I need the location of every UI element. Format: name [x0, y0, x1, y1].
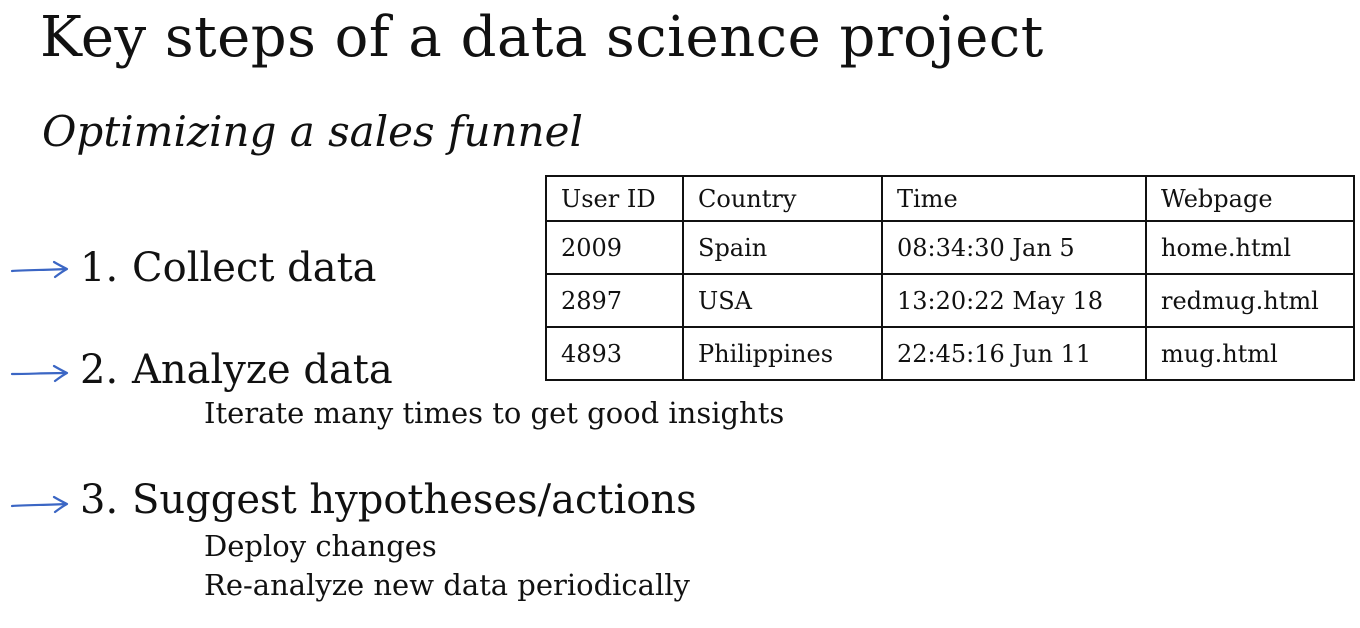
slide-title: Key steps of a data science project: [40, 5, 1044, 70]
table-cell: 4893: [545, 326, 684, 381]
step-subitem: Deploy changes: [204, 529, 437, 563]
column-header-user-id: User ID: [545, 175, 684, 222]
column-header-country: Country: [682, 175, 883, 222]
table-cell: 13:20:22 May 18: [881, 273, 1147, 328]
table-cell: USA: [682, 273, 883, 328]
step-number: 3.: [80, 477, 119, 523]
table-cell: 22:45:16 Jun 11: [881, 326, 1147, 381]
table-cell: 08:34:30 Jan 5: [881, 220, 1147, 275]
slide-subtitle: Optimizing a sales funnel: [42, 107, 583, 156]
step-label: Suggest hypotheses/actions: [132, 477, 697, 523]
table-row: 2897 USA 13:20:22 May 18 redmug.html: [545, 273, 1355, 328]
step-label: Analyze data: [132, 347, 393, 393]
column-header-webpage: Webpage: [1145, 175, 1355, 222]
table-row: 2009 Spain 08:34:30 Jan 5 home.html: [545, 220, 1355, 275]
step-collect-data: 1. Collect data: [80, 242, 377, 294]
table-cell: Spain: [682, 220, 883, 275]
table-header-row: User ID Country Time Webpage: [545, 175, 1355, 222]
step-analyze-data: 2. Analyze data: [80, 344, 393, 396]
step-subitem: Re-analyze new data periodically: [204, 568, 690, 602]
step-suggest-hypotheses: 3. Suggest hypotheses/actions: [80, 474, 697, 526]
step-label: Collect data: [132, 245, 377, 291]
hand-drawn-arrow-icon: [10, 260, 69, 279]
table-cell: mug.html: [1145, 326, 1355, 381]
column-header-time: Time: [881, 175, 1147, 222]
table-row: 4893 Philippines 22:45:16 Jun 11 mug.htm…: [545, 326, 1355, 381]
table-cell: home.html: [1145, 220, 1355, 275]
step-number: 2.: [80, 347, 119, 393]
user-activity-table: User ID Country Time Webpage 2009 Spain …: [545, 175, 1355, 381]
table-cell: 2897: [545, 273, 684, 328]
hand-drawn-arrow-icon: [10, 495, 69, 514]
table-cell: 2009: [545, 220, 684, 275]
table-cell: Philippines: [682, 326, 883, 381]
hand-drawn-arrow-icon: [10, 364, 69, 383]
table-cell: redmug.html: [1145, 273, 1355, 328]
step-subitem: Iterate many times to get good insights: [204, 396, 785, 430]
step-number: 1.: [80, 245, 119, 291]
